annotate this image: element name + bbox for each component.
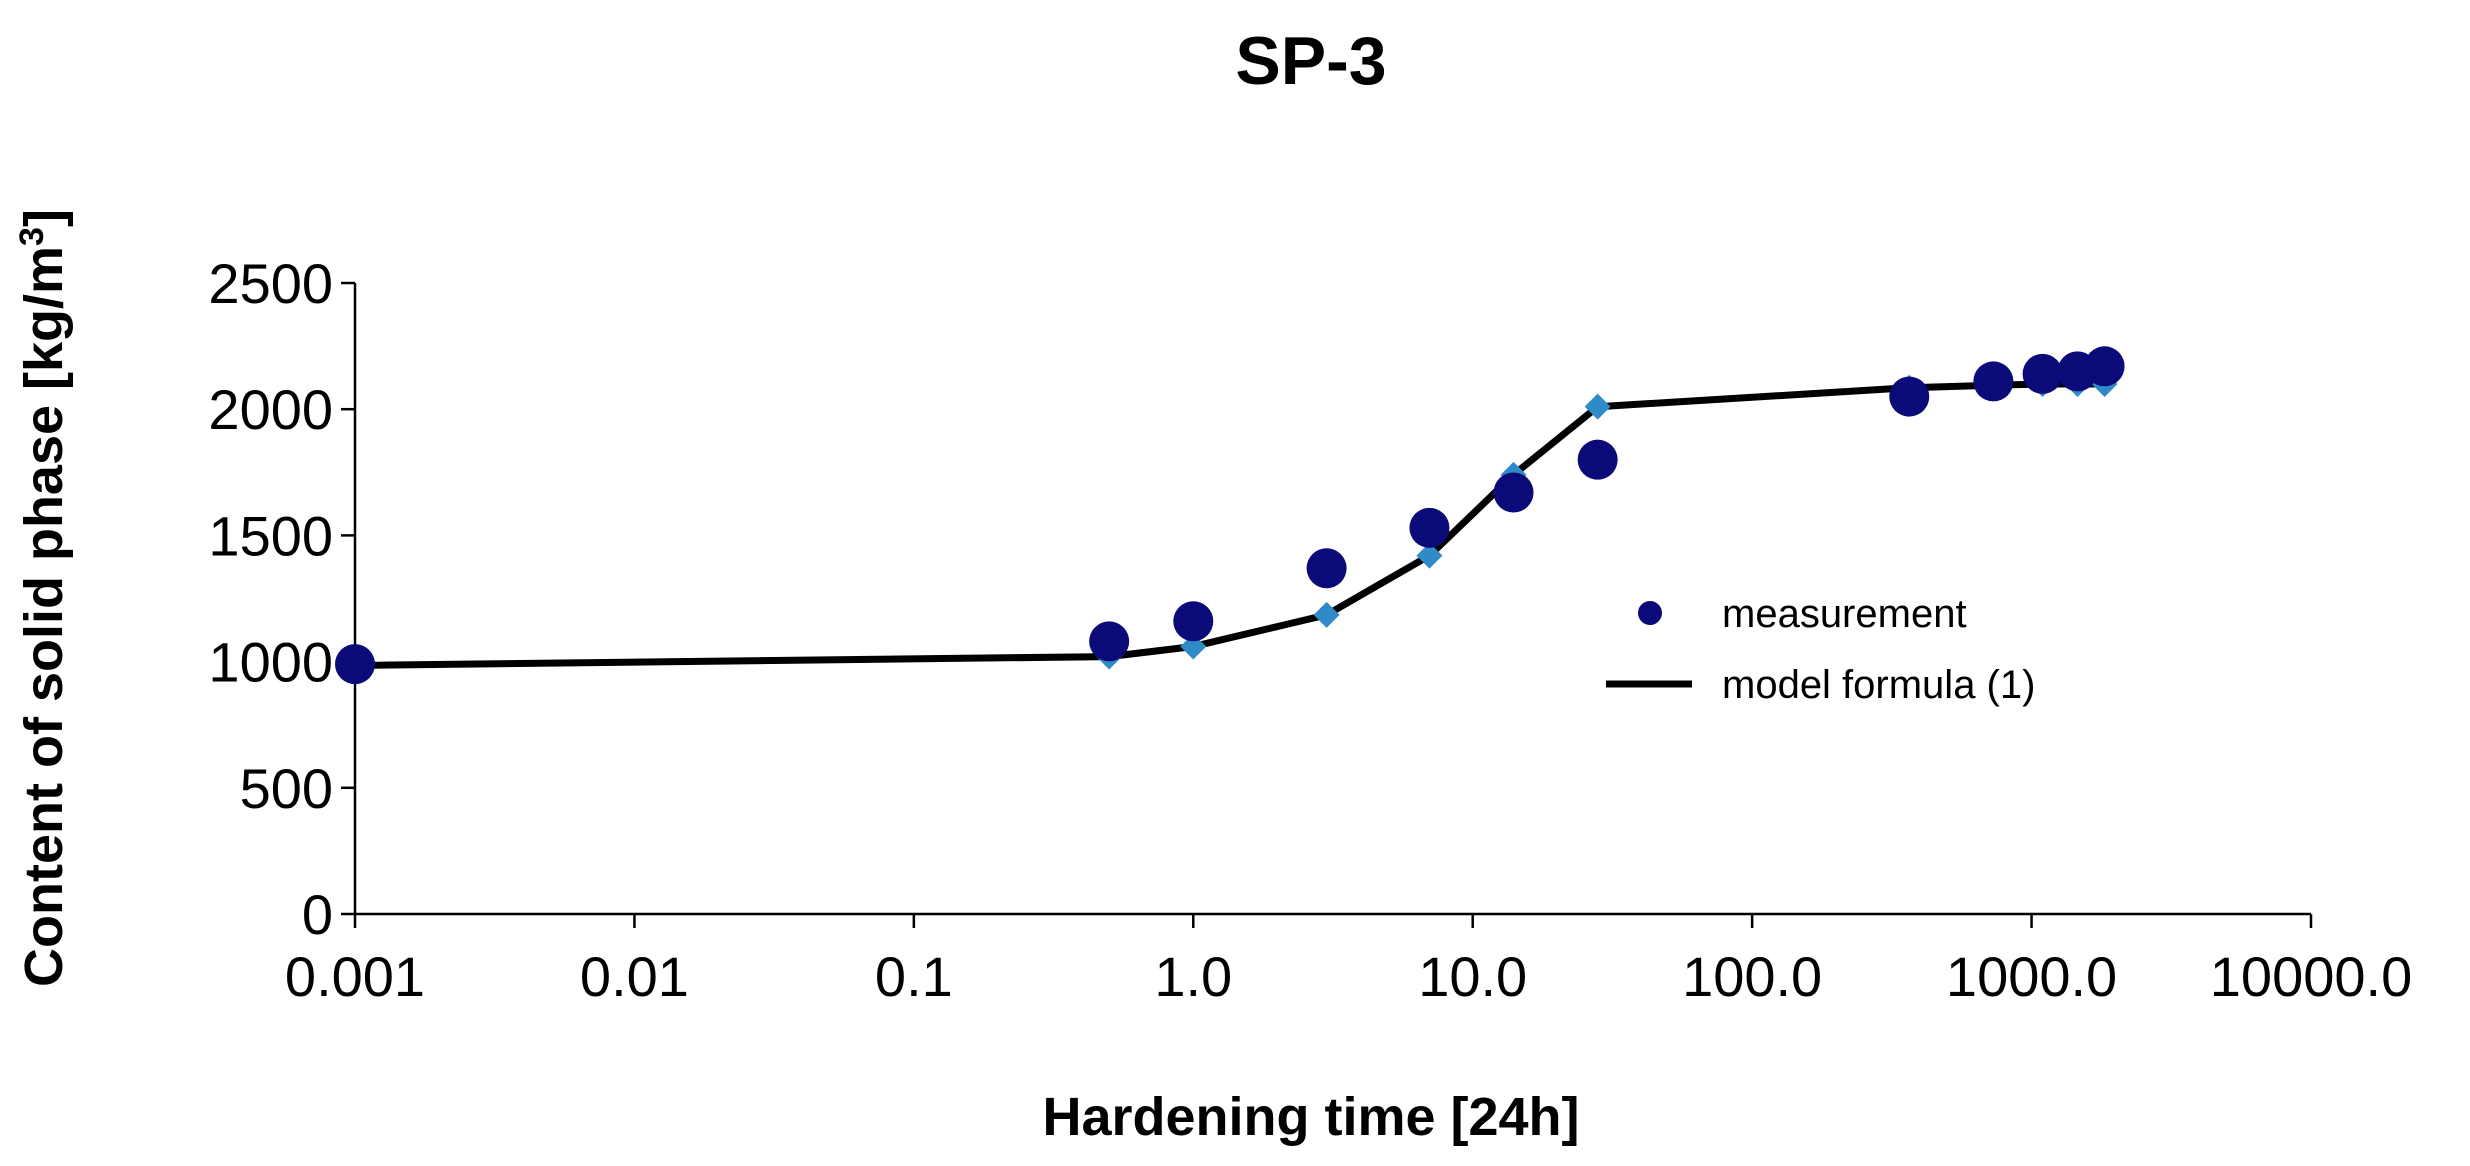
legend-measurement-label: measurement bbox=[1722, 592, 1967, 636]
measurement-point bbox=[1173, 601, 1214, 642]
y-axis-title: Content of solid phase [kg/m3] bbox=[13, 209, 74, 987]
legend-model-label: model formula (1) bbox=[1722, 663, 2035, 707]
svg-text:Content of solid phase [kg/m3]: Content of solid phase [kg/m3] bbox=[13, 209, 74, 987]
measurement-point bbox=[1493, 472, 1534, 513]
y-axis-title-superscript: 3 bbox=[13, 227, 51, 246]
y-axis-title-suffix: ] bbox=[14, 209, 74, 227]
legend-measurement-marker bbox=[1638, 601, 1662, 625]
x-tick-label: 10.0 bbox=[1418, 945, 1527, 1008]
x-tick-label: 0.001 bbox=[285, 945, 425, 1008]
measurement-point bbox=[1089, 621, 1130, 662]
y-axis-title-text: Content of solid phase [kg/m bbox=[14, 246, 74, 987]
y-tick-label: 1000 bbox=[208, 631, 333, 694]
x-axis-title: Hardening time [24h] bbox=[1042, 1087, 1579, 1147]
measurement-layer bbox=[335, 346, 2125, 685]
chart-title: SP-3 bbox=[1235, 23, 1386, 99]
measurement-point bbox=[1306, 548, 1347, 589]
measurement-point bbox=[2084, 346, 2125, 387]
y-tick-label: 1500 bbox=[208, 504, 333, 567]
model-point bbox=[1313, 601, 1340, 628]
x-tick-label: 1000.0 bbox=[1946, 945, 2117, 1008]
measurement-point bbox=[335, 644, 375, 685]
measurement-point bbox=[1973, 361, 2014, 402]
measurement-point bbox=[1409, 507, 1450, 548]
measurement-point bbox=[1889, 376, 1930, 417]
y-axis-ticks: 0 500 1000 1500 2000 2500 bbox=[208, 252, 355, 946]
y-tick-label: 2000 bbox=[208, 378, 333, 441]
model-point bbox=[1416, 542, 1443, 569]
y-tick-label: 2500 bbox=[208, 252, 333, 315]
x-tick-label: 10000.0 bbox=[2210, 945, 2412, 1008]
x-tick-label: 0.01 bbox=[580, 945, 689, 1008]
measurement-point bbox=[1577, 439, 1618, 480]
measurement-point bbox=[2022, 353, 2063, 394]
y-tick-label: 500 bbox=[240, 757, 333, 820]
x-axis-ticks: 0.001 0.01 0.1 1.0 10.0 100.0 1000.0 10000.0 bbox=[285, 914, 2412, 1008]
model-point bbox=[1584, 393, 1611, 420]
x-tick-label: 100.0 bbox=[1682, 945, 1822, 1008]
x-tick-label: 0.1 bbox=[875, 945, 953, 1008]
x-tick-label: 1.0 bbox=[1154, 945, 1232, 1008]
y-tick-label: 0 bbox=[302, 883, 333, 946]
legend: measurement model formula (1) bbox=[1606, 592, 2035, 707]
